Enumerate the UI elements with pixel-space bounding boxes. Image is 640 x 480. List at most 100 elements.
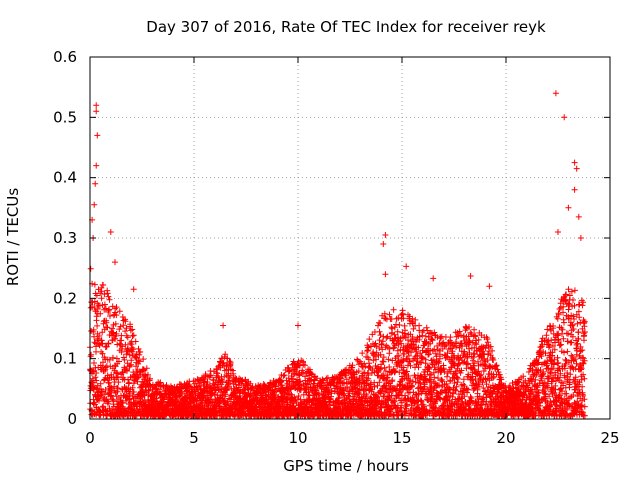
data-point [297,378,304,385]
data-point [118,332,125,339]
data-point [418,359,425,366]
data-point [479,379,486,386]
data-point [162,390,169,397]
data-point [232,381,239,388]
data-point [209,398,216,405]
data-point [336,394,343,401]
data-point [426,364,433,371]
data-point [198,374,205,381]
data-point [373,356,379,363]
data-point [99,329,106,336]
data-point [222,391,229,398]
data-point [333,385,340,392]
data-point [121,356,128,363]
data-point [140,366,147,373]
data-point [418,398,425,405]
data-point [390,306,397,313]
data-point [493,362,500,369]
data-point [389,357,396,364]
data-point [194,383,200,390]
data-point [399,310,406,317]
data-point [100,282,107,288]
data-point [436,405,443,412]
data-point [300,369,307,376]
data-point [428,336,435,342]
data-point [91,333,98,340]
data-point [145,387,152,393]
data-point [410,405,417,412]
data-point [471,326,478,333]
data-point [127,327,134,334]
data-point [106,306,113,313]
data-point [127,321,134,328]
data-point [247,392,254,399]
data-point [464,361,471,368]
data-point [349,362,356,369]
data-point [145,371,151,378]
data-point [395,314,402,321]
data-point [419,347,426,354]
data-point [101,301,108,308]
data-point [465,386,472,393]
data-point [455,375,462,382]
data-point [366,336,373,343]
data-point [419,355,426,362]
data-point [135,357,142,364]
data-point [163,382,170,389]
data-point [105,398,112,405]
data-point [406,358,413,365]
data-point [429,337,436,344]
data-point [473,341,480,348]
data-point [487,394,494,401]
data-point [124,368,130,374]
data-point [96,333,103,339]
data-point [93,348,99,355]
data-point [389,377,396,384]
data-point [490,357,497,363]
data-point [405,373,412,379]
data-point [440,365,447,372]
data-point [460,359,467,366]
data-point [129,333,136,339]
data-point [280,372,287,379]
data-point [409,378,416,385]
data-point [92,374,99,381]
data-point [226,380,232,387]
data-point [93,370,100,376]
data-point [458,367,465,374]
data-point [230,370,237,377]
data-point [106,356,113,363]
data-point [421,403,427,410]
data-point [377,351,384,358]
data-point [113,330,120,337]
data-point [97,310,104,317]
data-point [98,288,105,295]
data-point [451,362,458,369]
data-point [408,349,414,356]
data-point [376,379,383,386]
data-point [382,315,389,322]
data-point [359,373,366,380]
data-point [95,335,101,342]
data-point [391,324,398,331]
data-point [122,328,129,335]
data-point [363,393,370,400]
data-point [108,384,115,391]
data-point [444,373,450,380]
data-point [346,390,353,397]
data-point [415,364,422,371]
data-point [478,402,485,409]
data-point [370,349,377,356]
data-point [458,395,465,402]
data-point [404,348,411,355]
data-point [285,368,292,375]
data-point [449,348,456,355]
data-point [392,368,399,375]
data-point [469,339,476,346]
data-point [426,372,433,379]
data-point [436,395,443,402]
data-point [454,379,461,386]
data-point [211,391,218,398]
data-point [412,316,419,323]
